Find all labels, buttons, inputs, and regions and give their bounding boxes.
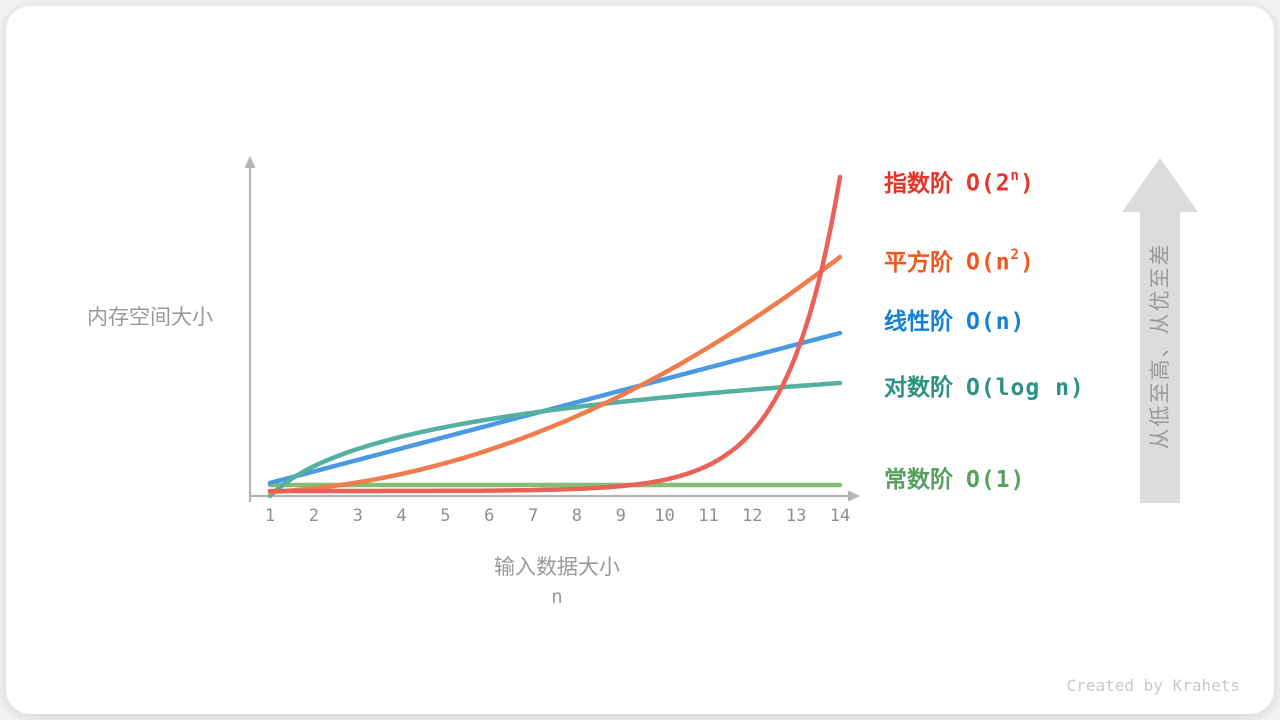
x-tick-label: 6 <box>484 506 495 526</box>
x-tick-label: 9 <box>615 506 626 526</box>
chart-card <box>6 6 1274 714</box>
x-axis-sublabel: n <box>551 586 563 608</box>
formula-superscript: 2 <box>1010 247 1020 263</box>
formula-superscript: n <box>1010 168 1020 184</box>
x-tick-label: 5 <box>440 506 451 526</box>
curve-logarithmic <box>267 380 843 499</box>
ranking-arrow-caption: 从低至高、从优至差 <box>1148 242 1172 450</box>
legend-formula: O(1) <box>966 467 1026 493</box>
curve-quadratic <box>267 254 843 495</box>
legend-item-constant: 常数阶 O(1) <box>884 463 1025 497</box>
y-axis-arrowhead-icon <box>244 156 256 168</box>
x-tick-label: 3 <box>352 506 363 526</box>
legend-item-exponential: 指数阶 O(2n) <box>884 161 1035 197</box>
x-tick-label: 1 <box>264 506 276 526</box>
x-tick-label: 4 <box>396 506 407 526</box>
watermark: Created by Krahets <box>1066 676 1240 695</box>
legend-label: 常数阶 <box>884 467 953 493</box>
legend-formula: O(log n) <box>966 375 1085 401</box>
legend-formula: O(2n) <box>966 168 1035 197</box>
legend-item-quadratic: 平方阶 O(n2) <box>884 240 1035 276</box>
x-tick-label: 2 <box>308 506 319 526</box>
legend-formula: O(n) <box>966 309 1026 335</box>
x-tick-label: 11 <box>698 506 719 526</box>
x-tick-label: 14 <box>829 506 851 526</box>
legend-label: 指数阶 <box>884 170 953 197</box>
x-tick-label: 8 <box>571 506 583 526</box>
y-axis-label: 内存空间大小 <box>87 305 213 329</box>
x-tick-label: 13 <box>785 506 807 526</box>
x-tick-label: 7 <box>527 506 539 526</box>
x-axis-label: 输入数据大小 <box>494 555 620 579</box>
x-tick-label: 12 <box>742 506 763 526</box>
ranking-arrow-icon <box>1122 158 1198 503</box>
legend-label: 平方阶 <box>884 249 953 276</box>
legend-formula: O(n2) <box>966 247 1035 276</box>
legend-label: 对数阶 <box>884 375 953 401</box>
x-tick-label: 10 <box>654 506 675 526</box>
x-axis-arrowhead-icon <box>848 490 860 502</box>
legend-item-linear: 线性阶 O(n) <box>884 305 1025 339</box>
curve-exponential <box>267 174 843 494</box>
legend-item-logarithmic: 对数阶 O(log n) <box>884 371 1085 405</box>
x-tick-labels: 1 2 3 4 5 6 7 8 9 10 11 12 13 14 <box>0 506 1280 530</box>
legend-label: 线性阶 <box>884 309 953 335</box>
